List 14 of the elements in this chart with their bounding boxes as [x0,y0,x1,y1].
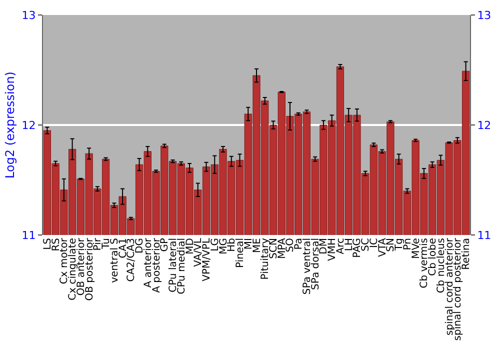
x-tick-label: Retina [461,238,472,270]
y2-tick-label: 13 [477,8,492,22]
y2-tick-label: 12 [477,118,492,132]
x-tick-label: spinal cord posterior [452,237,464,341]
x-tick-label: A posterior [151,237,162,293]
y-tick-label: 12 [22,118,36,132]
x-tick-label: Tg [394,238,406,252]
x-tick-label: OB posterior [84,237,96,301]
x-tick-label: ME [252,238,263,253]
x-tick-label: Pituitary [260,238,272,280]
y-tick-label: 13 [22,8,36,22]
y-axis-title: Log2 (expression) [3,72,18,178]
y-tick-label: 11 [22,228,36,242]
y2-tick-label: 11 [477,228,492,242]
